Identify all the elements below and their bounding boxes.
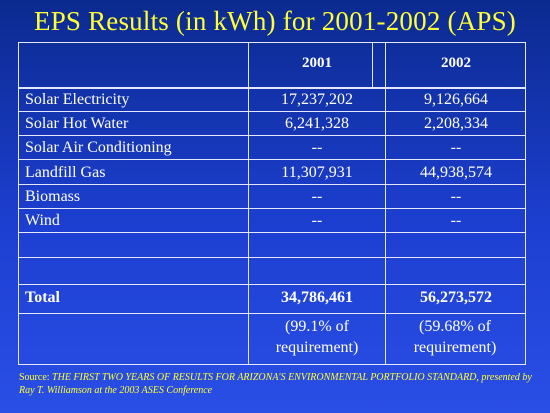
value-2001: -- bbox=[311, 139, 323, 156]
row-label: Landfill Gas bbox=[25, 164, 106, 181]
row-divider bbox=[19, 257, 525, 258]
requirement-2002: (59.68% of requirement) bbox=[413, 318, 497, 356]
value-2001: -- bbox=[311, 212, 323, 229]
slide-title: EPS Results (in kWh) for 2001-2002 (APS) bbox=[34, 6, 516, 36]
total-divider bbox=[19, 284, 525, 285]
row-divider bbox=[19, 313, 525, 314]
header-divider bbox=[19, 87, 525, 88]
total-2001: 34,786,461 bbox=[281, 289, 353, 306]
row-divider bbox=[19, 232, 525, 233]
total-2002: 56,273,572 bbox=[420, 289, 492, 306]
row-label: Solar Air Conditioning bbox=[25, 139, 172, 156]
row-divider bbox=[19, 111, 525, 112]
source-prefix: Source: bbox=[19, 372, 53, 383]
column-divider bbox=[385, 43, 386, 364]
row-label: Biomass bbox=[25, 188, 81, 205]
header-2002: 2002 bbox=[441, 55, 471, 71]
value-2001: -- bbox=[311, 188, 323, 205]
source-note: Source: THE FIRST TWO YEARS OF RESULTS F… bbox=[19, 371, 534, 397]
header-divider-double bbox=[19, 88, 525, 89]
eps-results-table: 2001 2002 Solar Electricity 17,237,202 9… bbox=[18, 42, 526, 365]
value-2002: 44,938,574 bbox=[420, 164, 492, 181]
header-column-divider bbox=[372, 43, 373, 87]
row-divider bbox=[19, 159, 525, 160]
value-2002: -- bbox=[450, 188, 462, 205]
value-2002: -- bbox=[450, 139, 462, 156]
row-label: Solar Electricity bbox=[25, 91, 130, 108]
column-divider bbox=[248, 43, 249, 364]
row-label: Wind bbox=[25, 212, 60, 229]
value-2002: 9,126,664 bbox=[424, 91, 488, 108]
row-divider bbox=[19, 208, 525, 209]
requirement-2001: (99.1% of requirement) bbox=[275, 318, 359, 356]
total-label: Total bbox=[25, 289, 60, 306]
value-2001: 17,237,202 bbox=[281, 91, 353, 108]
value-2001: 11,307,931 bbox=[281, 164, 353, 181]
value-2002: 2,208,334 bbox=[424, 115, 488, 132]
header-2001: 2001 bbox=[302, 55, 332, 71]
value-2002: -- bbox=[450, 212, 462, 229]
value-2001: 6,241,328 bbox=[285, 115, 349, 132]
row-label: Solar Hot Water bbox=[25, 115, 129, 132]
row-divider bbox=[19, 184, 525, 185]
row-divider bbox=[19, 135, 525, 136]
source-text: THE FIRST TWO YEARS OF RESULTS FOR ARIZO… bbox=[19, 372, 532, 396]
